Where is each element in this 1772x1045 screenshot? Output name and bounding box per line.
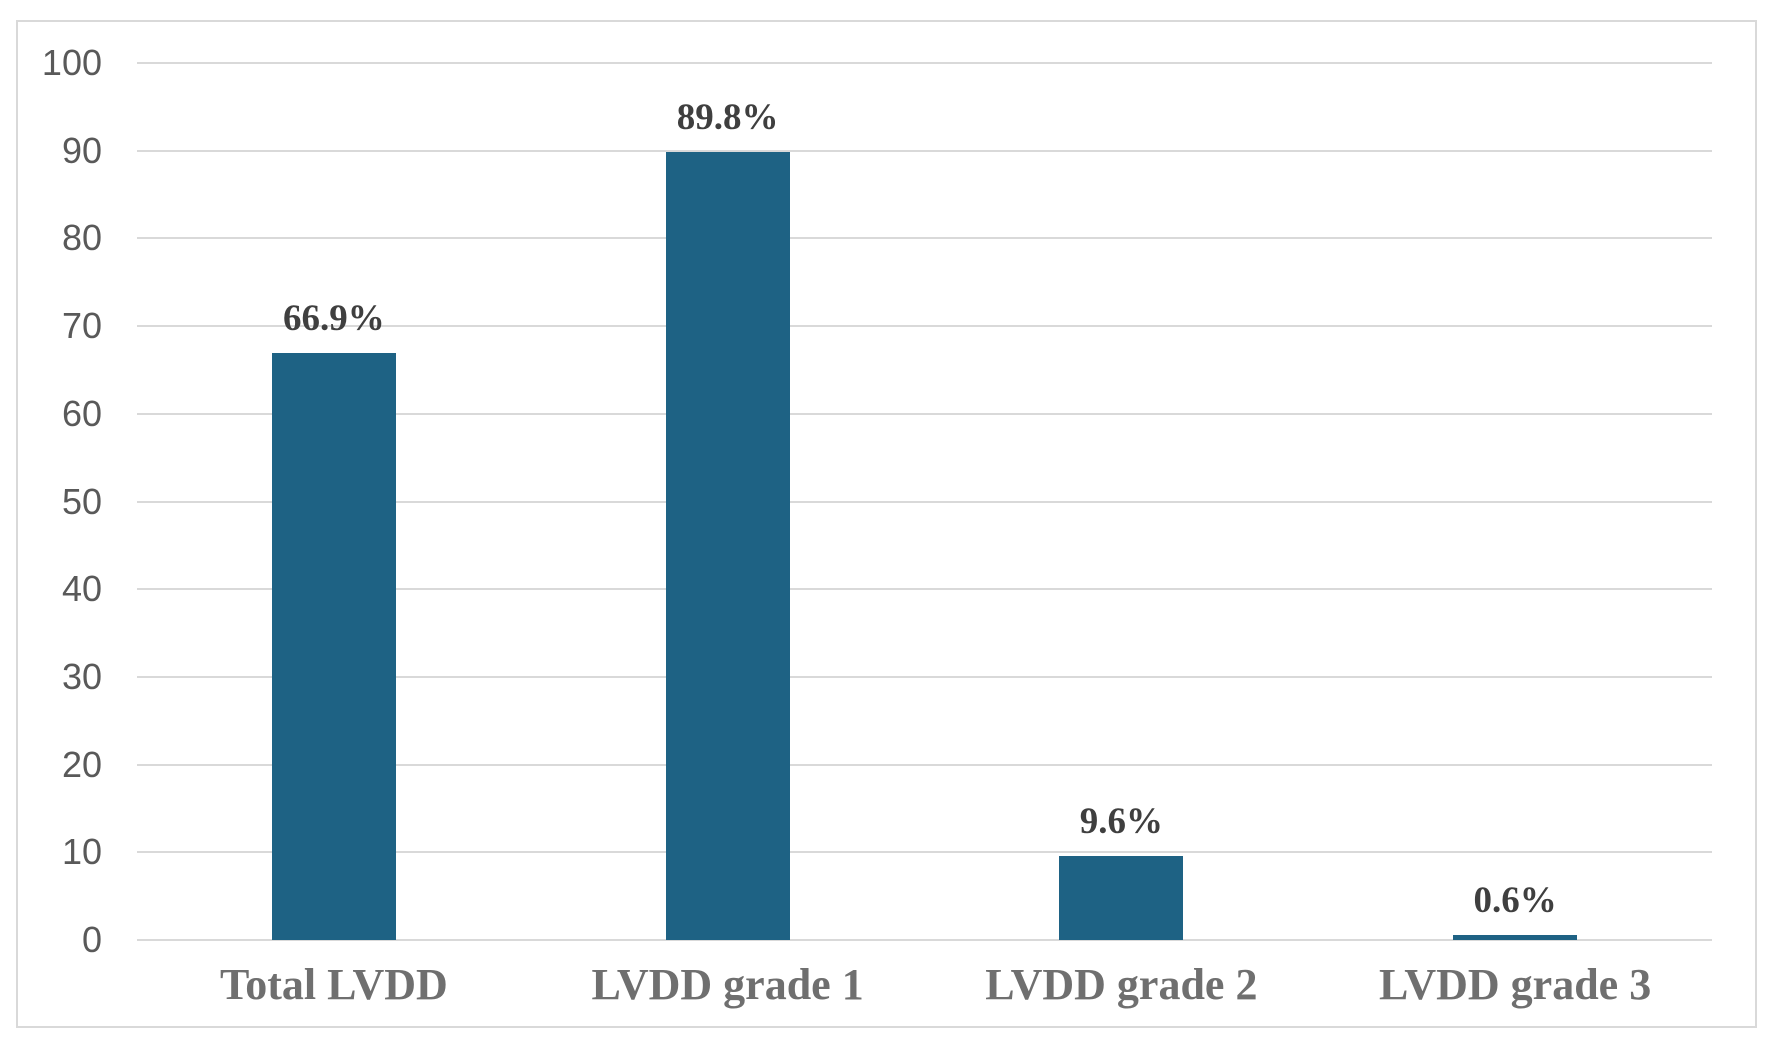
y-axis-tick-label: 60 [61,392,102,434]
y-axis-tick-label: 100 [41,42,102,83]
x-category-label: LVDD grade 1 [591,960,864,1009]
gridline [137,675,1712,678]
y-axis-tick-label: 90 [61,129,102,171]
gridline [137,412,1712,415]
y-axis-tick-label: 30 [61,655,102,697]
y-axis-tick-label: 40 [61,568,102,610]
y-axis-tick-label: 70 [61,305,102,347]
y-axis-tick-label: 20 [61,743,102,785]
y-axis-tick-label: 50 [61,480,102,522]
x-category-label: LVDD grade 2 [985,960,1258,1009]
y-axis-tick-label: 0 [81,919,102,960]
bar [1453,934,1578,940]
bar-data-label: 66.9% [283,298,385,340]
gridline [137,939,1712,941]
bar [271,353,396,940]
gridline [137,325,1712,328]
gridline [137,62,1712,64]
y-axis-tick-label: 10 [61,831,102,873]
gridline [137,588,1712,591]
bar [665,152,790,940]
gridline [137,763,1712,766]
bar [1059,855,1184,940]
gridline [137,851,1712,854]
gridline [137,500,1712,503]
y-axis-tick-label: 80 [61,217,102,259]
bar-chart: 0 10 20 30 40 50 60 70 80 90 100 66.9% Total LVDD 89.… [16,20,1757,1028]
x-category-label: LVDD grade 3 [1379,960,1652,1009]
bar-data-label: 9.6% [1079,800,1163,842]
bar-data-label: 0.6% [1473,879,1557,921]
bar-data-label: 89.8% [676,97,779,139]
gridline [137,237,1712,240]
gridline [137,149,1712,152]
x-category-label: Total LVDD [219,960,448,1009]
